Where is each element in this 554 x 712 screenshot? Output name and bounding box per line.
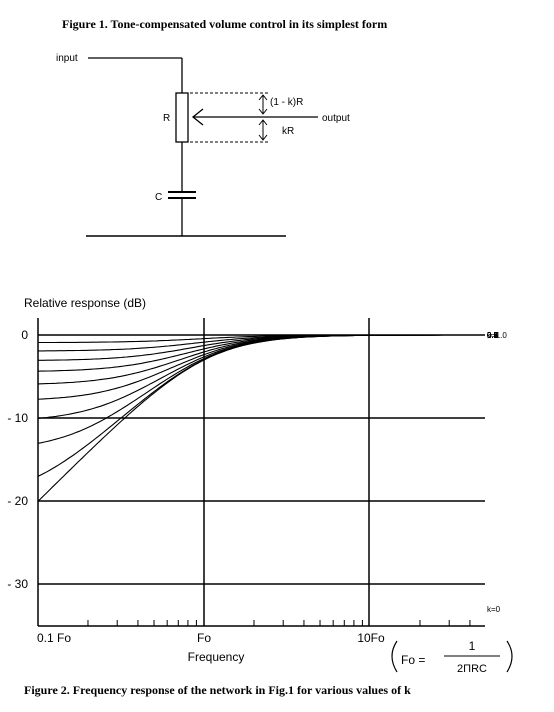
curve-label: 0.9 (487, 331, 499, 340)
lower-part-label: kR (282, 126, 294, 137)
lower-dimension-arrowhead-bottom (258, 134, 268, 141)
response-curve (37, 334, 453, 444)
input-label: input (56, 53, 78, 64)
y-tick-label: - 30 (7, 577, 28, 591)
formula-left-paren (391, 640, 398, 673)
response-curve (37, 334, 453, 372)
response-curves (37, 334, 453, 502)
frequency-response-chart: Relative response (dB) 0 - 10 - 20 - 30 0.1… (7, 296, 507, 664)
curve-label: 0.3 (487, 331, 499, 340)
x-minor-ticks (87, 620, 471, 626)
formula-numerator: 1 (469, 639, 476, 653)
x-tick-label: Fo (197, 631, 211, 645)
response-curve (37, 334, 453, 502)
curve-label: 0.5 (487, 331, 499, 340)
formula-right-paren (506, 640, 513, 673)
y-tick-label: 0 (21, 328, 28, 342)
fo-formula: Fo = 1 2ΠRC (391, 639, 513, 675)
circuit-diagram: input R C (1 - k)R kR output (56, 53, 350, 237)
response-curve (37, 334, 453, 419)
upper-dimension-arrowhead-top (258, 94, 268, 101)
y-tick-label: - 20 (7, 494, 28, 508)
x-tick-label: 10Fo (357, 631, 385, 645)
lower-dimension-arrowhead-top (258, 119, 268, 126)
upper-part-label: (1 - k)R (270, 97, 303, 108)
formula-denominator: 2ΠRC (457, 663, 487, 675)
wiper-arrow (191, 108, 204, 126)
formula-lhs: Fo = (401, 653, 425, 667)
y-axis-title: Relative response (dB) (24, 296, 146, 310)
curve-label: 0.6 (487, 331, 499, 340)
x-tick-label: 0.1 Fo (37, 631, 71, 645)
curve-label: 0.4 (487, 331, 499, 340)
curve-label: k=1.0 (487, 331, 507, 340)
curve-label: k=0 (487, 605, 501, 614)
r-label: R (163, 113, 170, 124)
curve-label: 0.2 (487, 331, 499, 340)
response-curve (37, 334, 453, 477)
figure1-caption: Figure 1. Tone-compensated volume contro… (62, 17, 387, 31)
curve-label: 0.1 (487, 331, 499, 340)
chart-grid (37, 318, 485, 627)
curve-label: 0.8 (487, 331, 499, 340)
c-label: C (155, 192, 162, 203)
curve-labels: k=1.00.90.80.70.60.50.40.30.20.1 k=0 (487, 331, 507, 614)
x-axis-title: Frequency (188, 650, 245, 664)
curve-label: 0.7 (487, 331, 499, 340)
x-tick-labels: 0.1 Fo Fo 10Fo (37, 631, 385, 645)
upper-dimension-arrowhead-bottom (258, 108, 268, 115)
y-tick-labels: 0 - 10 - 20 - 30 (7, 328, 28, 591)
y-tick-label: - 10 (7, 411, 28, 425)
resistor (175, 92, 189, 143)
figure2-caption: Figure 2. Frequency response of the netw… (24, 683, 411, 697)
output-label: output (322, 113, 350, 124)
